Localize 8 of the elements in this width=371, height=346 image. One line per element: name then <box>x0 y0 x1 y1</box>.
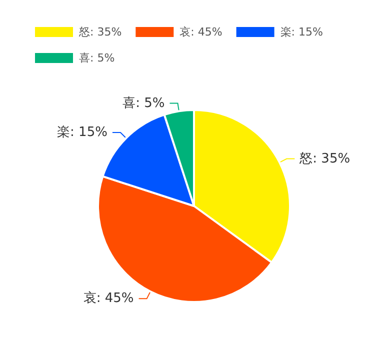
legend-label: 哀: 45% <box>180 26 222 38</box>
legend-label: 楽: 15% <box>280 26 323 38</box>
legend-label: 怒: 35% <box>78 26 122 38</box>
slice-label: 楽: 15% <box>57 124 108 140</box>
legend-label: 喜: 5% <box>79 52 115 64</box>
slice-label: 怒: 35% <box>298 151 350 166</box>
slice-label: 喜: 5% <box>122 96 165 111</box>
slice-label: 哀: 45% <box>83 291 134 306</box>
